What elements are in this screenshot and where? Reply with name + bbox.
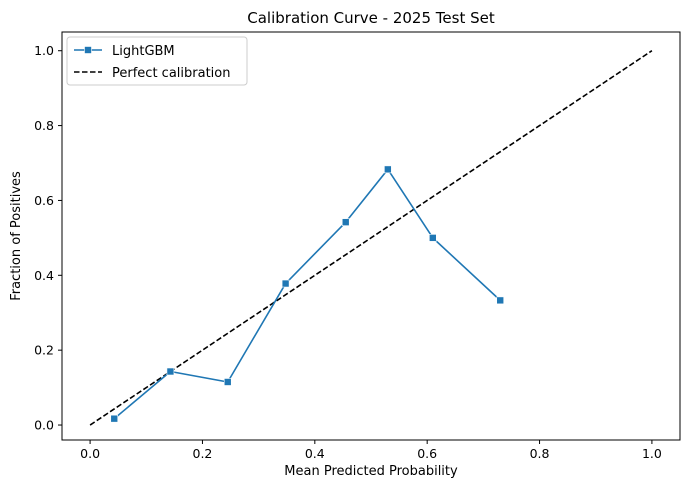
x-tick-label: 0.2 (193, 446, 213, 461)
legend-marker-lightgbm (84, 46, 92, 54)
y-tick-label: 0.2 (34, 343, 54, 358)
x-tick-label: 0.0 (80, 446, 100, 461)
y-tick-label: 1.0 (34, 43, 54, 58)
x-axis-ticks: 0.0 0.2 0.4 0.6 0.8 1.0 (80, 440, 662, 461)
data-point-lightgbm (166, 367, 175, 376)
data-point-lightgbm (341, 218, 350, 226)
legend-label-perfect: Perfect calibration (112, 66, 230, 81)
y-tick-label: 0.6 (34, 193, 54, 208)
x-axis-label: Mean Predicted Probability (284, 464, 458, 479)
data-point-lightgbm (384, 165, 392, 174)
legend: LightGBM Perfect calibration (66, 36, 248, 86)
data-point-lightgbm (110, 414, 119, 423)
y-tick-label: 0.8 (34, 118, 54, 133)
legend-label-lightgbm: LightGBM (112, 44, 175, 59)
x-tick-label: 1.0 (642, 446, 662, 461)
x-tick-label: 0.6 (417, 446, 437, 461)
y-axis-label: Fraction of Positives (9, 171, 24, 301)
data-point-lightgbm (496, 296, 505, 305)
y-tick-label: 0.4 (34, 268, 54, 283)
y-tick-label: 0.0 (34, 418, 54, 433)
chart-title: Calibration Curve - 2025 Test Set (247, 9, 495, 27)
data-point-lightgbm (281, 279, 290, 288)
x-tick-label: 0.4 (305, 446, 325, 461)
series-line-lightgbm (113, 168, 501, 420)
data-point-lightgbm (223, 378, 232, 386)
plot-frame (61, 31, 681, 441)
series-layer (89, 50, 653, 426)
data-point-lightgbm (428, 234, 437, 242)
x-tick-label: 0.8 (530, 446, 550, 461)
legend-box (66, 36, 248, 86)
series-line-perfect-calibration (89, 50, 653, 426)
y-axis-ticks: 0.0 0.2 0.4 0.6 0.8 1.0 (34, 43, 62, 433)
